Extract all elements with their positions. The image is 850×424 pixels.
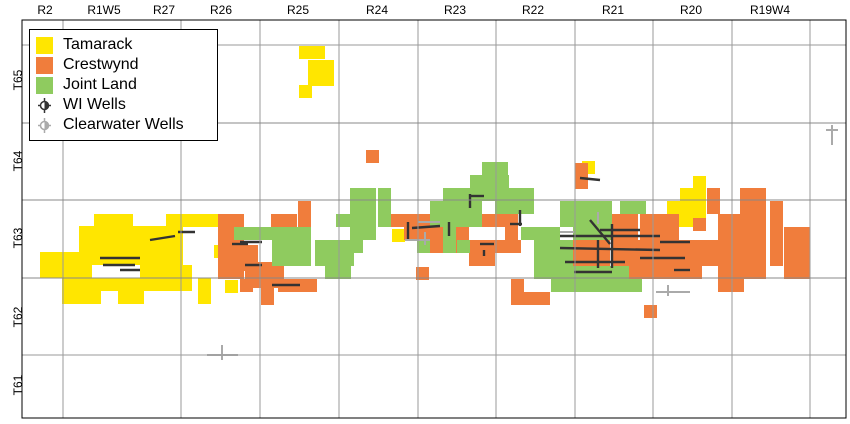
tamarack-parcel — [94, 214, 133, 227]
crestwynd-parcel — [718, 214, 744, 292]
crestwynd-parcel — [644, 305, 657, 318]
crestwynd-parcel — [271, 214, 297, 227]
legend-item-wi-wells: WI Wells — [36, 95, 126, 115]
legend-item-tamarack: Tamarack — [36, 35, 132, 55]
tamarack-parcel — [693, 176, 706, 202]
crestwynd-parcel — [300, 279, 313, 292]
crestwynd-parcel — [707, 188, 720, 214]
range-label: R20 — [679, 3, 703, 17]
township-label: T61 — [11, 374, 25, 396]
crestwynd-parcel — [261, 279, 274, 305]
map-legend: Tamarack Crestwynd Joint Land WI Wells C… — [29, 29, 218, 141]
tamarack-parcel — [62, 278, 101, 304]
crestwynd-parcel — [298, 201, 311, 227]
range-label: R23 — [443, 3, 467, 17]
legend-label: Joint Land — [63, 76, 137, 93]
crestwynd-parcel — [456, 227, 469, 240]
crestwynd-parcel — [524, 292, 550, 305]
tamarack-parcel — [225, 280, 238, 293]
township-label: T62 — [11, 306, 25, 328]
wi-well-marker — [411, 224, 441, 230]
joint-land-parcel — [629, 279, 642, 292]
range-label: R24 — [365, 3, 389, 17]
legend-item-clearwater-wells: Clearwater Wells — [36, 115, 184, 135]
crestwynd-swatch — [36, 56, 53, 74]
crestwynd-parcel — [240, 279, 253, 292]
range-label: R2 — [37, 3, 53, 17]
joint-land-parcel — [590, 266, 629, 292]
joint-land-parcel — [551, 266, 590, 292]
crestwynd-parcel — [770, 201, 783, 266]
map-frame — [21, 19, 847, 419]
joint-land-parcel — [325, 266, 338, 279]
legend-item-joint-land: Joint Land — [36, 75, 137, 95]
wi-well-marker — [559, 246, 661, 252]
crestwynd-parcel — [416, 267, 429, 280]
tamarack-parcel — [680, 188, 693, 201]
crestwynd-parcel — [650, 266, 702, 279]
joint-land-parcel — [378, 188, 391, 201]
crestwynd-parcel — [740, 188, 766, 279]
tamarack-parcel — [166, 214, 205, 227]
range-label: R22 — [521, 3, 545, 17]
joint-land-parcel — [620, 201, 646, 214]
tamarack-parcel — [198, 278, 211, 304]
joint-land-parcel — [336, 214, 362, 227]
wi-well-icon — [38, 97, 51, 113]
range-label: R1W5 — [87, 3, 121, 17]
legend-item-crestwynd: Crestwynd — [36, 55, 139, 75]
wi-well-marker — [149, 234, 176, 242]
range-label: R21 — [601, 3, 625, 17]
tamarack-parcel — [299, 46, 325, 59]
wi-well-marker — [579, 176, 601, 182]
joint-land-parcel — [457, 240, 470, 253]
crestwynd-parcel — [784, 227, 810, 279]
joint-land-parcel — [443, 227, 456, 253]
joint-land-parcel — [378, 201, 391, 227]
township-label: T63 — [11, 227, 25, 249]
tamarack-parcel — [308, 60, 334, 86]
legend-label: Crestwynd — [63, 56, 139, 73]
crestwynd-parcel — [505, 214, 518, 240]
tamarack-parcel — [392, 229, 405, 242]
joint-land-parcel — [560, 201, 612, 227]
joint-land-parcel — [430, 201, 482, 227]
range-label: R26 — [209, 3, 233, 17]
joint-land-parcel — [508, 188, 534, 214]
legend-label: Tamarack — [63, 36, 133, 53]
crestwynd-parcel — [482, 214, 508, 227]
joint-land-parcel — [315, 240, 354, 266]
range-label: R27 — [152, 3, 176, 17]
joint-land-parcel — [521, 227, 560, 240]
clearwater-well-icon — [38, 117, 51, 133]
crestwynd-parcel — [511, 279, 524, 305]
wi-well-marker — [589, 219, 611, 245]
crestwynd-parcel — [390, 214, 429, 227]
tamarack-parcel — [196, 214, 222, 227]
tamarack-parcel — [299, 85, 312, 98]
joint-land-parcel — [338, 266, 351, 279]
crestwynd-parcel — [693, 218, 706, 231]
range-label: R19W4 — [749, 3, 791, 17]
crestwynd-parcel — [366, 150, 379, 163]
township-label: T64 — [11, 150, 25, 172]
township-label: T65 — [11, 69, 25, 91]
range-label: R25 — [286, 3, 310, 17]
crestwynd-parcel — [469, 253, 495, 266]
crestwynd-parcel — [432, 240, 445, 253]
tamarack-swatch — [36, 36, 53, 54]
joint-land-swatch — [36, 76, 53, 94]
joint-land-parcel — [272, 227, 311, 266]
tamarack-parcel — [118, 291, 144, 304]
legend-label: Clearwater Wells — [63, 116, 184, 133]
joint-land-parcel — [417, 240, 430, 253]
crestwynd-parcel — [575, 163, 588, 189]
joint-land-parcel — [234, 227, 273, 240]
tamarack-parcel — [100, 278, 152, 291]
crestwynd-parcel — [469, 240, 521, 253]
legend-label: WI Wells — [63, 96, 126, 113]
